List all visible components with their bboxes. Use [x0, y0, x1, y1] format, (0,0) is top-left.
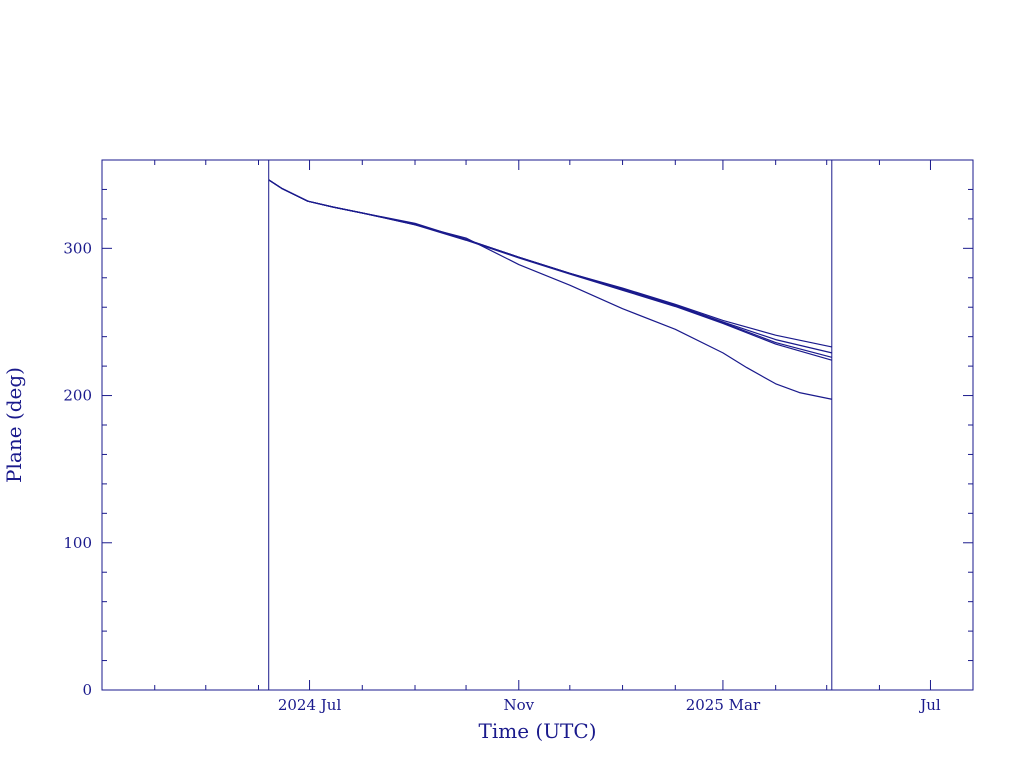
- x-tick-label: Nov: [503, 696, 534, 714]
- axis-ticks: [101, 159, 973, 691]
- series-line-5: [268, 179, 832, 361]
- y-axis-title: Plane (deg): [2, 367, 26, 483]
- x-tick-label: Jul: [918, 696, 941, 714]
- y-tick-label: 200: [63, 387, 92, 405]
- series-line-2: [268, 179, 832, 348]
- y-tick-label: 100: [63, 534, 92, 552]
- vertical-markers: [268, 160, 833, 690]
- series-line-1: [268, 179, 832, 400]
- x-tick-label: 2025 Mar: [686, 696, 761, 714]
- series-group: [268, 179, 832, 400]
- x-axis-title: Time (UTC): [479, 719, 597, 743]
- y-tick-label: 0: [82, 681, 92, 699]
- x-tick-label: 2024 Jul: [278, 696, 342, 714]
- y-tick-label: 300: [63, 239, 92, 257]
- plot-frame: [101, 159, 974, 691]
- tick-labels: 0 100 200 300 2024 Jul Nov 2025 Mar Jul: [63, 239, 941, 714]
